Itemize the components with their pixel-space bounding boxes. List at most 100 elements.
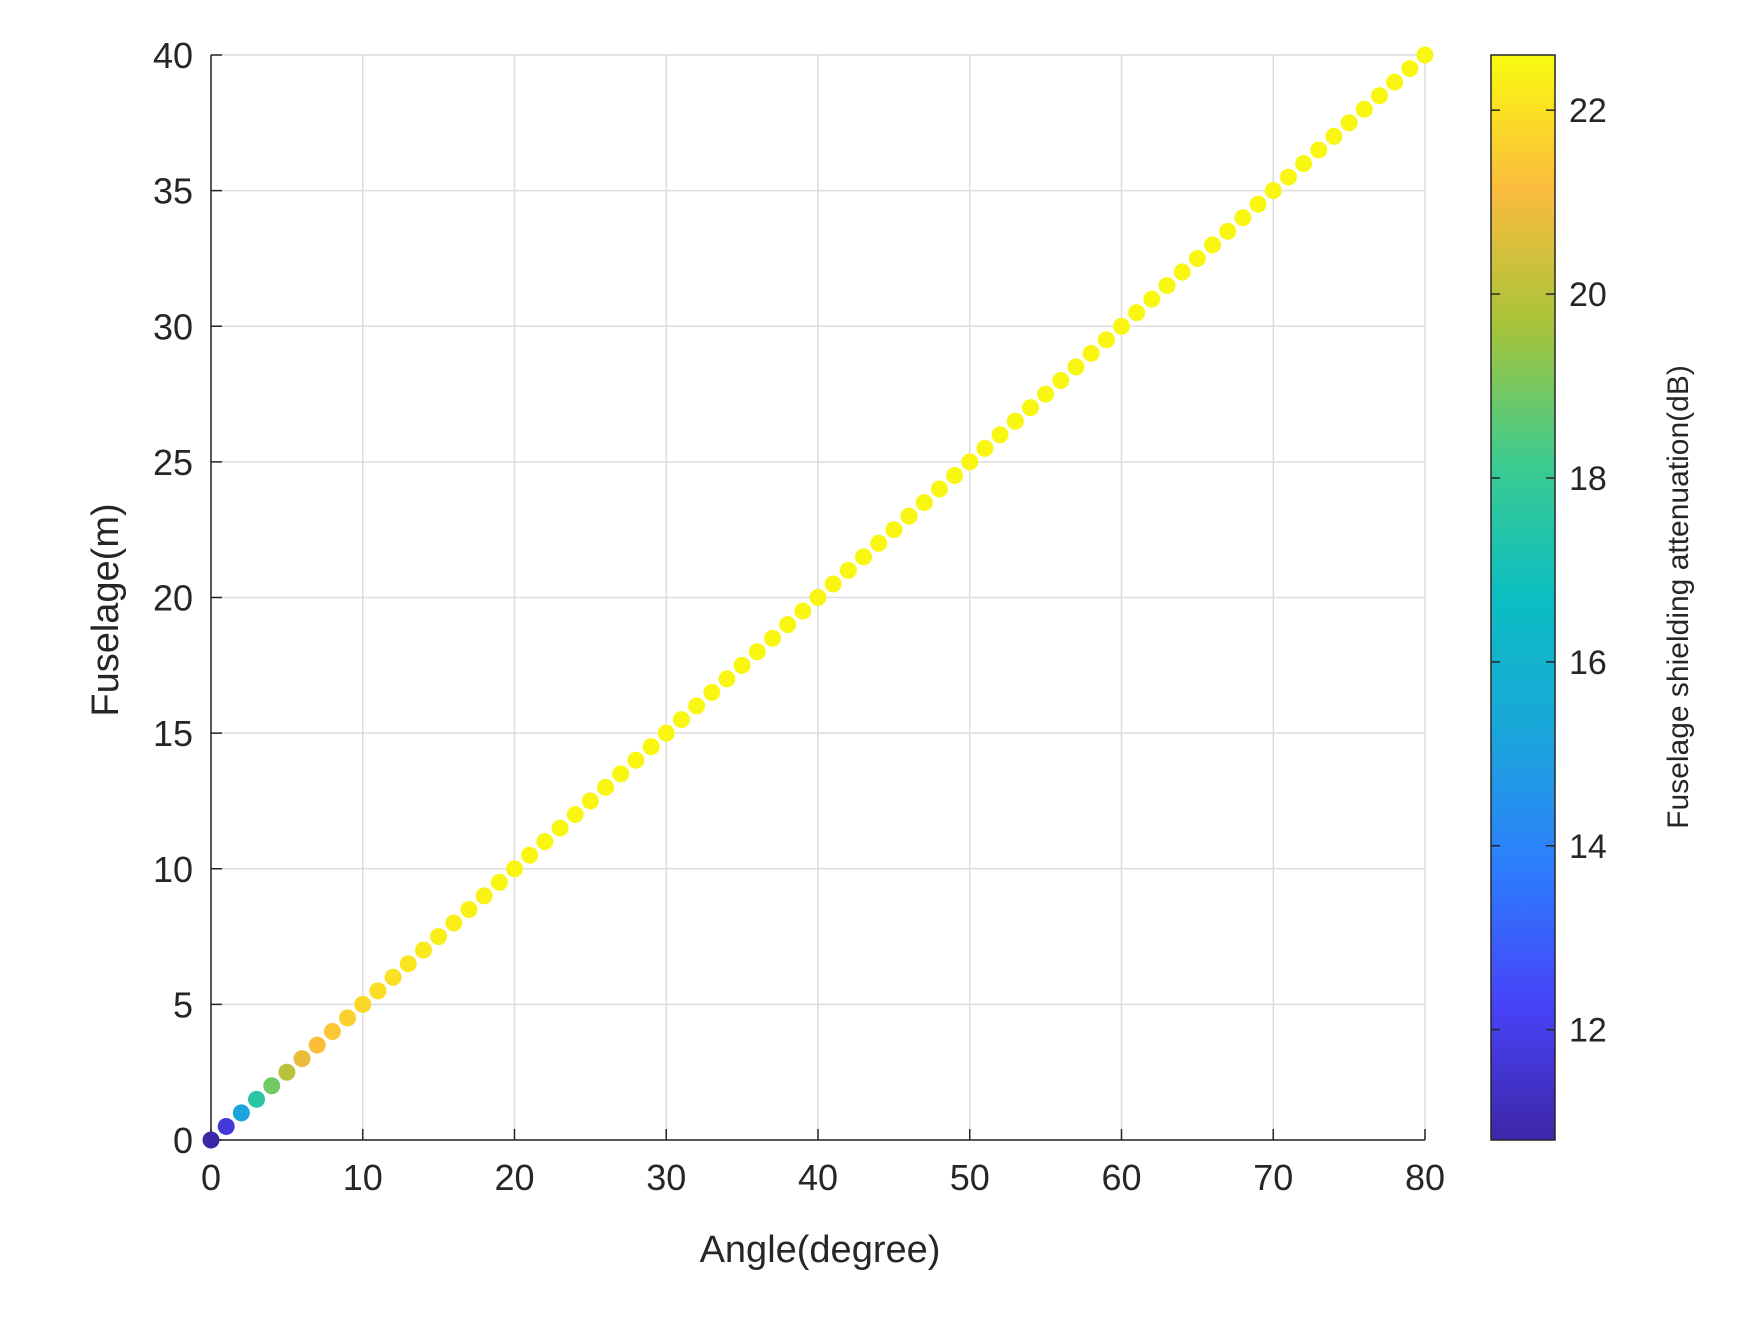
scatter-point xyxy=(1188,249,1206,267)
x-tick-label: 70 xyxy=(1253,1157,1293,1198)
scatter-point xyxy=(308,1036,326,1054)
scatter-point xyxy=(414,941,432,959)
scatter-point xyxy=(839,561,857,579)
scatter-point xyxy=(703,683,721,701)
scatter-point xyxy=(430,928,448,946)
scatter-point xyxy=(1416,46,1434,64)
scatter-point xyxy=(1113,317,1130,335)
scatter-point xyxy=(1340,114,1358,132)
x-axis-title: Angle(degree) xyxy=(700,1229,941,1271)
scatter-point xyxy=(202,1131,220,1149)
scatter-point xyxy=(1355,100,1373,118)
y-tick-label: 25 xyxy=(153,442,193,483)
scatter-point xyxy=(536,833,554,851)
scatter-point xyxy=(1264,182,1282,200)
scatter-point xyxy=(885,521,903,539)
y-tick-label: 0 xyxy=(173,1120,193,1161)
colorbar-tick-label: 22 xyxy=(1569,92,1607,130)
scatter-point xyxy=(445,914,463,932)
scatter-point xyxy=(1052,372,1070,389)
scatter-point xyxy=(217,1117,235,1135)
scatter-point xyxy=(475,887,493,905)
scatter-point xyxy=(1082,344,1100,362)
scatter-point xyxy=(1219,222,1237,240)
scatter-point xyxy=(1370,87,1388,105)
x-tick-label: 40 xyxy=(798,1157,838,1198)
scatter-point xyxy=(809,589,827,606)
x-tick-label: 0 xyxy=(201,1157,221,1198)
scatter-point xyxy=(657,724,675,742)
tick-labels: 0 10 20 30 40 50 60 70 80 0 5 10 15 20 25 30 35 40 xyxy=(153,35,1445,1198)
y-tick-label: 30 xyxy=(153,306,193,347)
axes xyxy=(210,54,1426,1141)
scatter-point xyxy=(1097,331,1115,349)
scatter-point xyxy=(1386,73,1404,91)
scatter-point xyxy=(733,656,751,674)
scatter-point xyxy=(1067,358,1085,376)
scatter-point xyxy=(1401,60,1419,78)
scatter-point xyxy=(718,670,736,688)
y-tick-label: 15 xyxy=(153,713,193,754)
colorbar-tick-label: 12 xyxy=(1569,1012,1607,1050)
x-tick-label: 50 xyxy=(950,1157,990,1198)
scatter-point xyxy=(551,819,569,837)
scatter-point xyxy=(1310,141,1328,159)
scatter-point xyxy=(1128,304,1146,322)
scatter-point xyxy=(763,629,781,647)
scatter-point xyxy=(1234,209,1252,227)
scatter-point xyxy=(946,466,964,484)
y-tick-label: 35 xyxy=(153,171,193,212)
scatter-point xyxy=(1158,277,1176,295)
scatter-point xyxy=(581,792,599,810)
scatter-point xyxy=(490,873,508,891)
colorbar-gradient xyxy=(1490,54,1556,1141)
scatter-point xyxy=(399,955,417,973)
scatter-point xyxy=(597,778,615,796)
scatter-point xyxy=(566,806,584,823)
scatter-point xyxy=(779,616,797,634)
scatter-point xyxy=(976,439,994,457)
scatter-point xyxy=(900,507,918,525)
scatter-point xyxy=(323,1023,341,1040)
scatter-point xyxy=(1249,195,1267,213)
scatter-point xyxy=(961,453,979,471)
scatter-point xyxy=(1173,263,1191,281)
x-tick-label: 60 xyxy=(1101,1157,1141,1198)
scatter-point xyxy=(354,995,372,1013)
scatter-point xyxy=(915,494,933,512)
scatter-point xyxy=(232,1104,250,1122)
scatter-point xyxy=(1279,168,1297,186)
y-tick-label: 40 xyxy=(153,35,193,76)
colorbar-tick-label: 20 xyxy=(1569,276,1607,314)
scatter-point xyxy=(1204,236,1222,254)
x-tick-label: 30 xyxy=(646,1157,686,1198)
scatter-point xyxy=(748,643,766,661)
scatter-point xyxy=(248,1090,266,1108)
colorbar-tick-label: 18 xyxy=(1569,460,1607,498)
y-axis-title: Fuselage(m) xyxy=(85,503,127,716)
scatter-point xyxy=(1021,399,1039,417)
scatter-point xyxy=(384,968,402,986)
scatter-point xyxy=(1325,127,1343,145)
scatter-point xyxy=(369,982,387,1000)
scatter-point xyxy=(278,1063,296,1081)
scatter-point xyxy=(672,711,690,729)
scatter-point xyxy=(612,765,630,783)
x-tick-label: 20 xyxy=(494,1157,534,1198)
scatter-point xyxy=(794,602,812,620)
x-tick-label: 80 xyxy=(1405,1157,1445,1198)
scatter-point xyxy=(293,1050,311,1068)
colorbar: 12 14 16 18 20 22 Fuselage shielding attenuat… xyxy=(1490,54,1695,1141)
scatter-point xyxy=(521,846,539,864)
scatter-point xyxy=(991,426,1009,444)
scatter-point xyxy=(263,1077,281,1095)
scatter-point xyxy=(627,751,645,769)
y-tick-label: 5 xyxy=(173,984,193,1025)
colorbar-title: Fuselage shielding attenuation(dB) xyxy=(1662,365,1695,829)
colorbar-tick-label: 14 xyxy=(1569,828,1607,866)
scatter-points xyxy=(202,46,1434,1149)
y-tick-label: 10 xyxy=(153,849,193,890)
scatter-point xyxy=(870,534,888,552)
scatter-point xyxy=(339,1009,357,1027)
scatter-point xyxy=(1006,412,1024,430)
